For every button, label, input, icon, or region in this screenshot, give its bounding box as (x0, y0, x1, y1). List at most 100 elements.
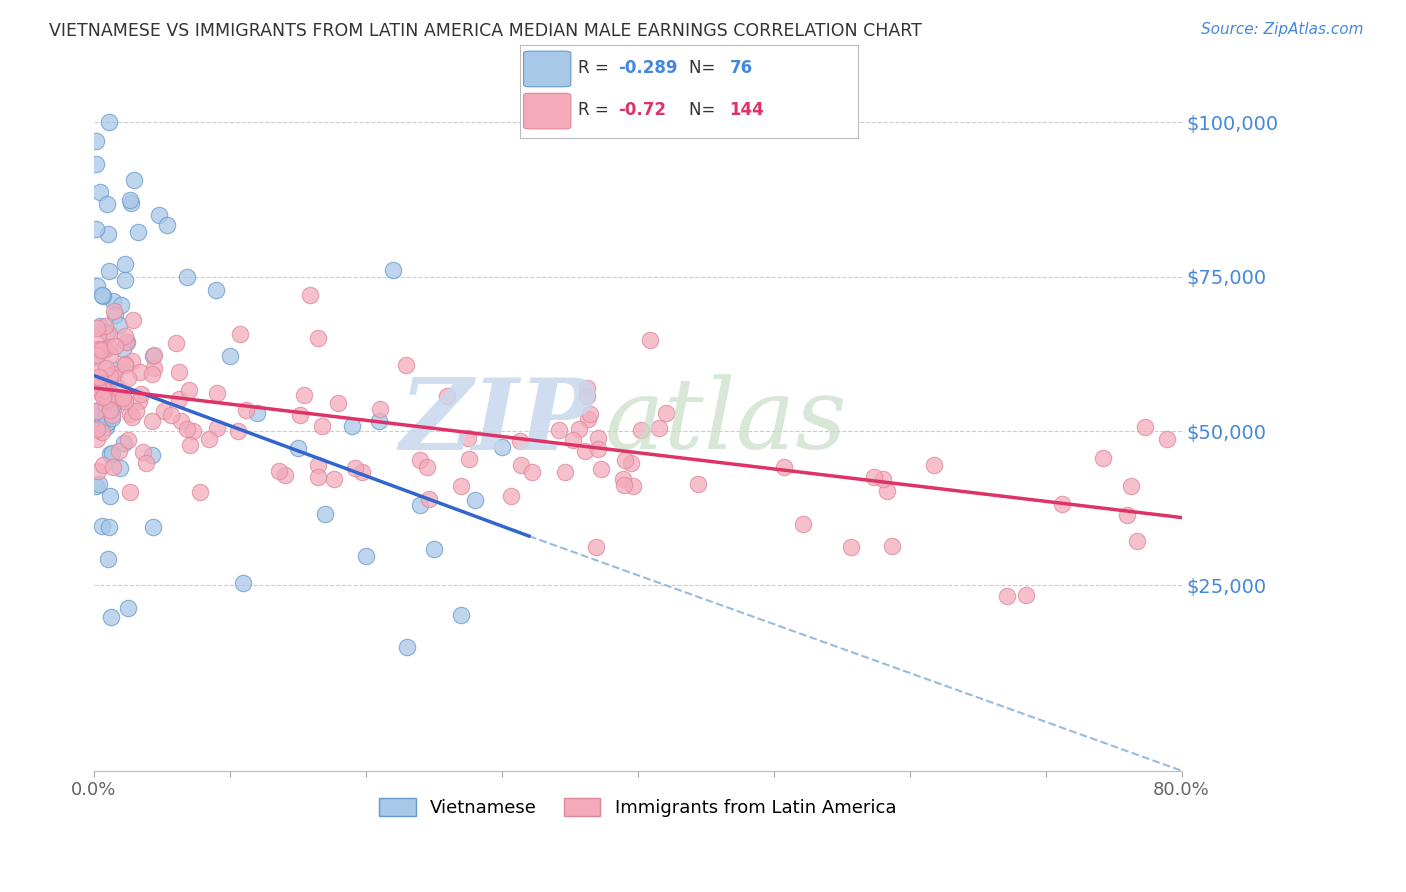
Point (125, 404, 148, 418)
Point (101, 409, 124, 423)
Point (121, 409, 143, 424)
Point (1092, 450, 1115, 465)
Point (101, 459, 124, 474)
Point (1119, 479, 1142, 493)
Point (103, 303, 125, 318)
Point (122, 313, 145, 327)
Point (773, 460, 796, 475)
Point (308, 330, 330, 344)
Point (90, 379, 112, 393)
Point (314, 507, 336, 521)
Point (93, 370, 115, 384)
Point (104, 339, 127, 353)
Point (122, 173, 145, 187)
Point (176, 269, 198, 284)
Point (110, 298, 132, 312)
Point (395, 358, 418, 372)
Point (450, 608, 472, 623)
Point (509, 458, 531, 472)
Point (101, 399, 124, 413)
Point (520, 465, 543, 479)
Point (368, 413, 391, 427)
Point (89, 186, 111, 200)
Point (89, 408, 111, 422)
Point (86, 321, 108, 335)
Point (94, 379, 117, 393)
Point (1133, 420, 1156, 434)
Point (872, 472, 894, 486)
Point (235, 402, 257, 417)
Point (90, 288, 112, 302)
Point (84, 134, 107, 148)
Point (568, 422, 591, 436)
Point (93, 384, 115, 398)
Point (84, 404, 107, 418)
Point (91, 289, 114, 303)
Point (98, 403, 121, 417)
Point (89, 370, 111, 384)
Point (91, 458, 114, 473)
Point (93, 382, 115, 396)
Point (97, 227, 120, 241)
Point (458, 452, 481, 467)
Point (120, 195, 142, 210)
Point (105, 363, 128, 377)
Point (995, 589, 1018, 603)
Point (89, 362, 111, 376)
Point (322, 472, 344, 486)
Point (170, 413, 193, 427)
Point (1050, 497, 1073, 511)
Point (107, 381, 129, 395)
Point (111, 391, 134, 405)
Point (876, 484, 898, 499)
Point (87, 327, 110, 342)
Point (491, 441, 513, 455)
Point (499, 489, 522, 503)
Point (176, 422, 198, 436)
Point (87, 477, 110, 491)
Point (98, 369, 121, 384)
Text: N=: N= (689, 60, 720, 78)
Point (630, 424, 652, 438)
Point (307, 458, 329, 472)
Point (89, 319, 111, 334)
Point (328, 396, 350, 410)
Point (108, 461, 131, 475)
Point (181, 424, 204, 438)
Point (118, 193, 141, 207)
Point (98, 115, 121, 129)
Point (395, 640, 418, 655)
Point (274, 468, 297, 483)
Point (118, 407, 141, 421)
Point (93, 390, 115, 404)
Text: ZIP: ZIP (399, 374, 595, 470)
Point (655, 406, 678, 420)
Point (620, 456, 643, 470)
Point (114, 329, 136, 343)
Point (107, 318, 129, 332)
Point (94, 420, 117, 434)
Point (98, 447, 121, 461)
Point (1126, 533, 1149, 548)
Point (575, 381, 598, 395)
Point (688, 477, 710, 491)
Point (640, 333, 662, 347)
Point (117, 433, 139, 447)
Point (100, 386, 122, 401)
Point (100, 489, 122, 503)
Point (167, 365, 190, 379)
Point (101, 445, 124, 459)
Point (84, 222, 107, 236)
Point (114, 357, 136, 371)
Point (354, 549, 377, 563)
Text: R =: R = (578, 60, 613, 78)
Point (120, 484, 142, 499)
Point (288, 409, 311, 423)
Point (218, 349, 240, 363)
Point (159, 408, 181, 422)
Point (509, 434, 531, 448)
FancyBboxPatch shape (523, 94, 571, 129)
Point (232, 576, 254, 591)
Point (579, 407, 602, 421)
Point (131, 387, 153, 401)
